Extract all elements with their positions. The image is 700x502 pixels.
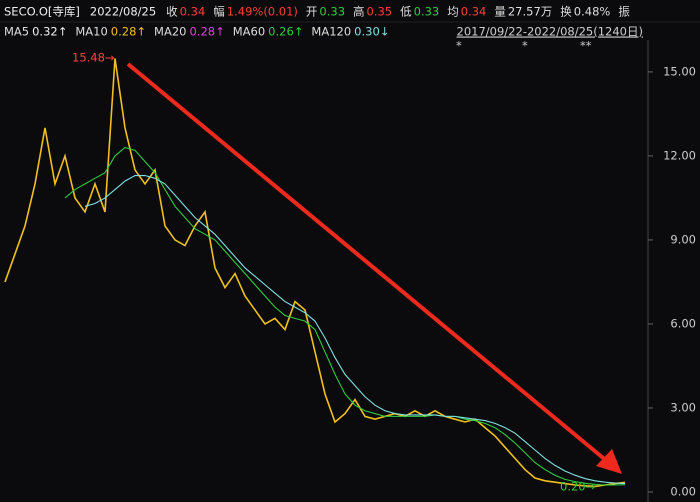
legend-name: MA10 xyxy=(75,25,107,39)
field-label: 幅 xyxy=(213,5,225,19)
field-value: 0.34 xyxy=(461,5,487,19)
legend-value: 0.26↑ xyxy=(268,25,303,39)
field-label: 量 xyxy=(494,5,506,19)
legend-name: MA20 xyxy=(154,25,186,39)
field-value: 0.34 xyxy=(180,5,206,19)
date-range: 2017/09/22-2022/08/25(1240日) xyxy=(457,25,643,39)
legend-value: 0.32↑ xyxy=(32,25,67,39)
y-tick-label: 9.00 xyxy=(670,232,696,246)
legend-name: MA120 xyxy=(311,25,351,39)
price-line xyxy=(4,58,626,488)
y-tick-label: 15.00 xyxy=(663,64,696,78)
low-annotation: 0.20→ xyxy=(560,480,596,494)
series-layer xyxy=(4,58,626,488)
y-tick-label: 0.00 xyxy=(670,485,696,499)
legend-name: MA60 xyxy=(233,25,265,39)
ma-line xyxy=(84,174,626,485)
high-annotation: 15.48→ xyxy=(72,51,115,65)
star-marker: * xyxy=(456,39,462,53)
field-value: 0.48% xyxy=(574,5,611,19)
legend-value: 0.28↑ xyxy=(111,25,146,39)
legend-value: 0.28↑ xyxy=(189,25,224,39)
symbol: SECO.O[寺库] xyxy=(4,5,80,19)
field-value: 0.33 xyxy=(414,5,440,19)
date: 2022/08/25 xyxy=(90,5,156,19)
trend-arrow xyxy=(126,62,610,464)
y-tick-label: 3.00 xyxy=(670,400,696,414)
field-value: 1.49%(0.01) xyxy=(227,5,298,19)
field-label: 开 xyxy=(306,5,318,19)
field-label: 振 xyxy=(618,5,630,19)
legend-value: 0.30↓ xyxy=(354,25,389,39)
field-value: 0.33 xyxy=(319,5,345,19)
field-value: 27.57万 xyxy=(508,5,552,19)
y-tick-label: 6.00 xyxy=(670,316,696,330)
star-marker: ** xyxy=(580,39,592,53)
field-label: 收 xyxy=(166,5,178,19)
field-label: 低 xyxy=(400,5,412,19)
star-marker: * xyxy=(522,39,528,53)
legend-name: MA5 xyxy=(4,25,29,39)
field-label: 换 xyxy=(560,5,572,19)
ma-line xyxy=(64,146,626,486)
trend-arrowhead xyxy=(596,449,622,474)
y-tick-label: 12.00 xyxy=(663,148,696,162)
field-label: 高 xyxy=(353,5,365,19)
field-value: 0.35 xyxy=(367,5,393,19)
field-label: 均 xyxy=(447,5,459,19)
